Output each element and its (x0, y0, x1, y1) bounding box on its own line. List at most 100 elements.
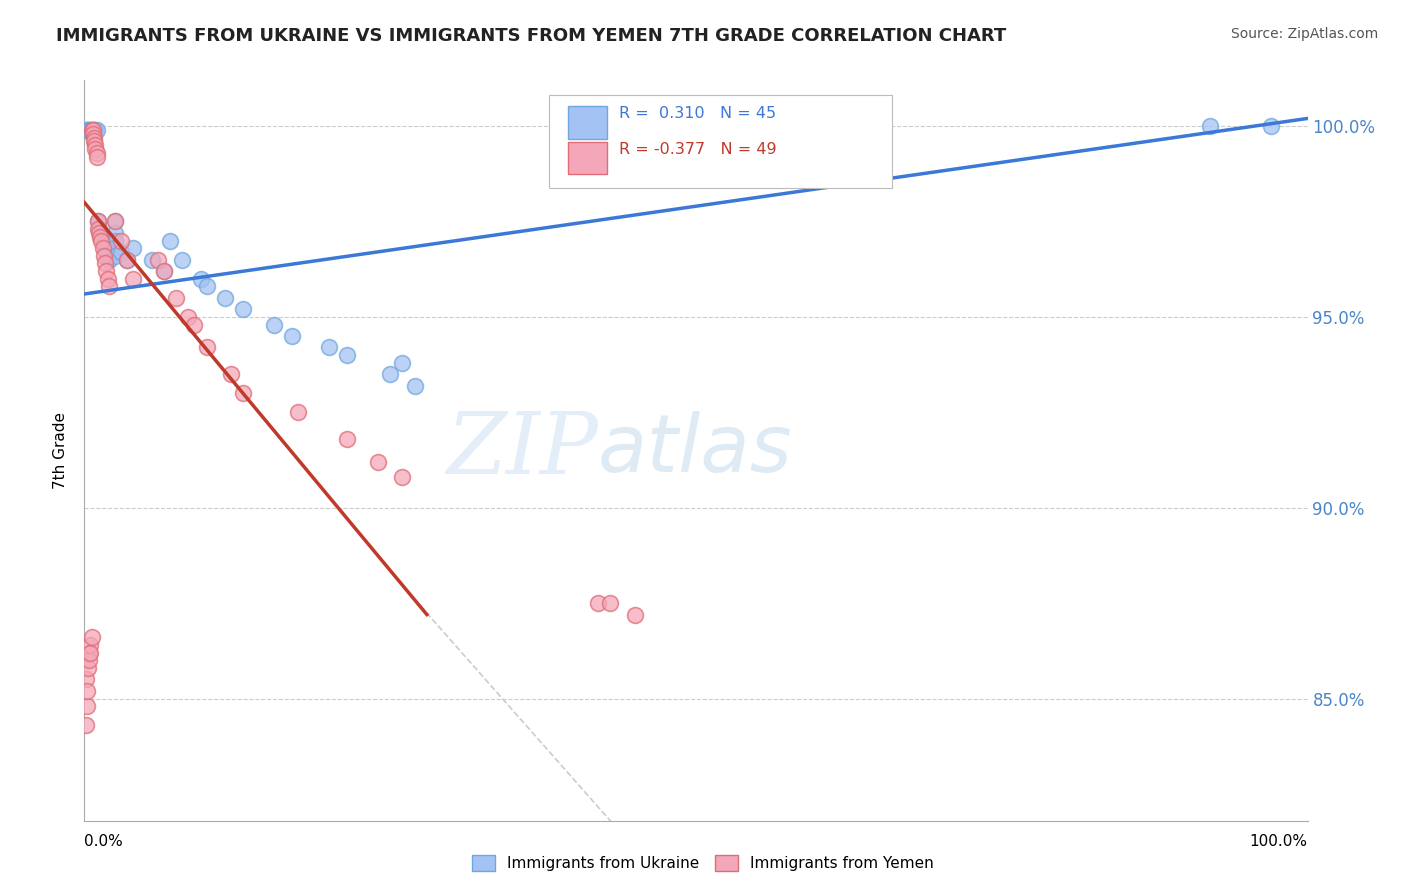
Point (87, 214, 110, 228)
Point (76, 123, 98, 137)
Point (80, 123, 103, 137)
Text: atlas: atlas (598, 411, 793, 490)
Point (82, 123, 104, 137)
Point (91, 241, 114, 255)
Point (141, 252, 163, 267)
Point (79, 646, 101, 660)
Point (80, 123, 103, 137)
Point (122, 241, 145, 255)
Point (97, 252, 120, 267)
Point (104, 249, 127, 263)
Text: Source: ZipAtlas.com: Source: ZipAtlas.com (1230, 27, 1378, 41)
Point (165, 291, 187, 305)
Point (110, 245, 132, 260)
Y-axis label: 7th Grade: 7th Grade (53, 412, 69, 489)
Point (87, 226, 110, 240)
Point (599, 596, 621, 610)
Point (94, 241, 117, 255)
Point (79, 638, 101, 652)
Point (110, 234, 132, 248)
Point (75, 123, 97, 137)
Point (172, 252, 194, 267)
Point (93, 249, 115, 263)
Point (75, 718, 97, 732)
Point (1198, 119, 1220, 133)
FancyBboxPatch shape (568, 106, 606, 139)
Text: R =  0.310   N = 45: R = 0.310 N = 45 (619, 106, 776, 121)
Point (96, 245, 118, 260)
Point (219, 367, 242, 381)
Point (77, 646, 100, 660)
Point (153, 264, 176, 278)
Point (214, 291, 236, 305)
Point (80, 631, 103, 645)
Point (195, 279, 218, 293)
Point (90, 229, 112, 244)
Point (232, 386, 254, 401)
Point (122, 271, 145, 285)
Point (183, 318, 205, 332)
Text: R = -0.377   N = 49: R = -0.377 N = 49 (619, 142, 776, 157)
Point (77, 123, 100, 137)
Point (190, 271, 212, 285)
Point (104, 214, 127, 228)
FancyBboxPatch shape (568, 142, 606, 174)
Point (87, 222, 110, 236)
Point (1260, 119, 1282, 133)
Point (84, 142, 107, 156)
Text: 0.0%: 0.0% (84, 834, 124, 849)
Point (86, 145, 108, 160)
Point (380, 367, 402, 381)
Point (83, 123, 105, 137)
Point (404, 378, 426, 392)
Point (90, 234, 112, 248)
Point (104, 226, 127, 240)
Point (336, 348, 359, 362)
Legend: Immigrants from Ukraine, Immigrants from Yemen: Immigrants from Ukraine, Immigrants from… (467, 849, 939, 877)
Point (94, 256, 117, 270)
Point (367, 455, 389, 469)
Point (86, 123, 108, 137)
Point (82, 127, 104, 141)
Point (77, 661, 100, 675)
Point (83, 134, 105, 148)
Point (89, 226, 111, 240)
Point (195, 340, 218, 354)
Point (75, 673, 97, 687)
Text: 100.0%: 100.0% (1250, 834, 1308, 849)
Point (336, 432, 359, 446)
Text: ZIP: ZIP (446, 409, 598, 491)
Point (115, 252, 138, 267)
Point (287, 405, 309, 419)
Point (89, 229, 111, 244)
Point (146, 252, 169, 267)
Point (77, 653, 100, 667)
Point (87, 222, 110, 236)
Point (79, 123, 101, 137)
Point (391, 470, 413, 484)
Point (87, 214, 110, 228)
Point (86, 150, 108, 164)
Point (84, 138, 107, 153)
Point (91, 234, 114, 248)
Point (84, 123, 107, 137)
Point (586, 596, 609, 610)
Point (97, 279, 120, 293)
Point (153, 264, 176, 278)
Point (83, 130, 105, 145)
Point (232, 302, 254, 317)
Point (177, 310, 200, 324)
Point (104, 234, 127, 248)
Point (391, 356, 413, 370)
Point (97, 271, 120, 285)
Point (96, 264, 118, 278)
Text: IMMIGRANTS FROM UKRAINE VS IMMIGRANTS FROM YEMEN 7TH GRADE CORRELATION CHART: IMMIGRANTS FROM UKRAINE VS IMMIGRANTS FR… (56, 27, 1007, 45)
Point (104, 214, 127, 228)
Point (76, 699, 98, 714)
Point (97, 249, 120, 263)
Point (93, 237, 115, 252)
Point (76, 684, 98, 698)
Point (318, 340, 340, 354)
Point (263, 318, 285, 332)
Point (77, 123, 100, 137)
